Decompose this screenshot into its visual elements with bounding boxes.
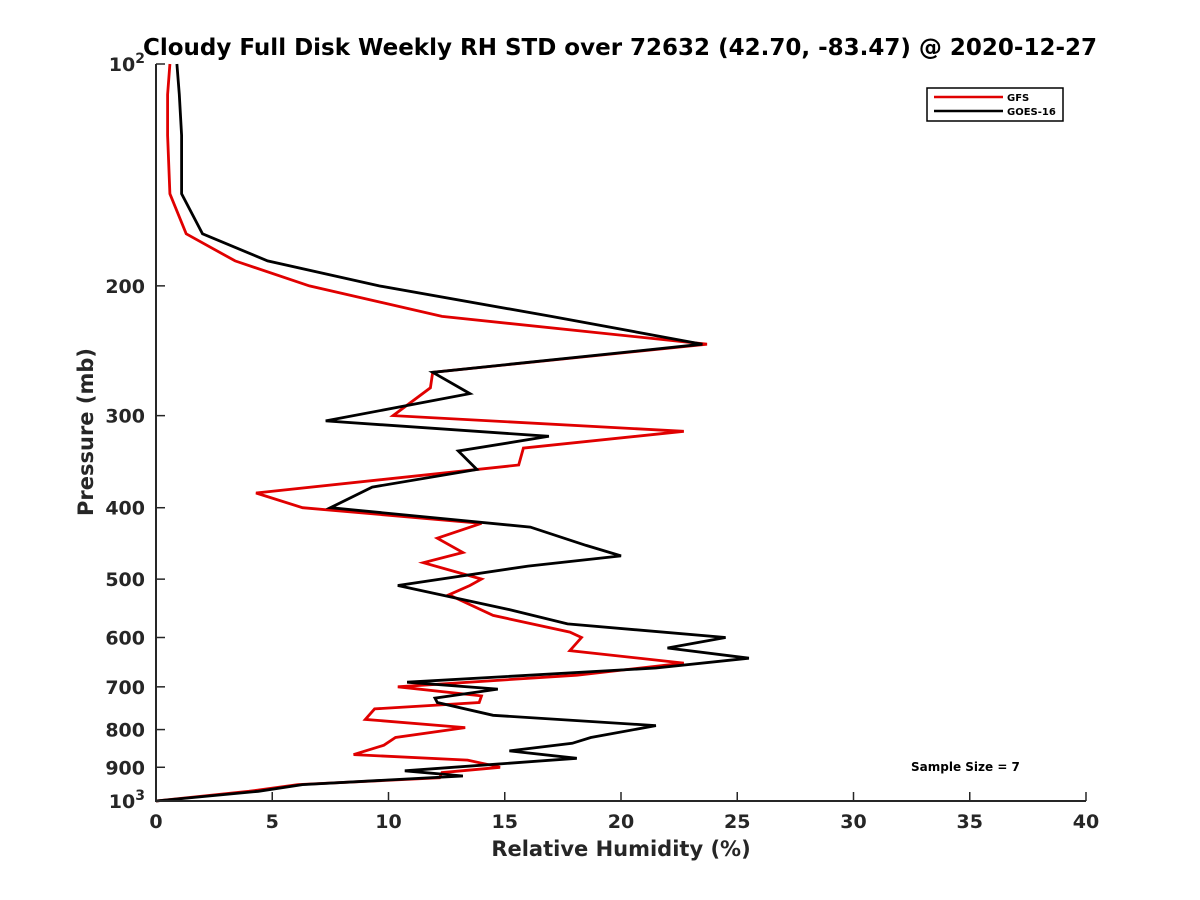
y-tick-label: 400: [105, 498, 145, 520]
legend-label-gfs: GFS: [1007, 93, 1029, 104]
plot-series: [155, 63, 750, 803]
axes: 0 5 10 15 20 25 30 35 40 102 200 300 400 500 600 700 80…: [105, 51, 1099, 833]
x-ticks: 0 5 10 15 20 25 30 35 40: [149, 792, 1099, 833]
y-ticks: 102 200 300 400 500 600 700 800 900 103: [105, 51, 165, 813]
y-tick-label: 300: [105, 406, 145, 428]
y-tick-label: 102: [109, 51, 145, 76]
y-tick-label: 500: [105, 569, 145, 591]
y-tick-label: 200: [105, 276, 145, 298]
x-tick-label: 30: [840, 811, 866, 833]
sample-size-annotation: Sample Size = 7: [911, 760, 1020, 774]
x-tick-label: 10: [375, 811, 401, 833]
x-tick-label: 15: [492, 811, 518, 833]
x-tick-label: 20: [608, 811, 634, 833]
x-tick-label: 25: [724, 811, 750, 833]
y-axis-label: Pressure (mb): [74, 348, 98, 516]
x-axis-label: Relative Humidity (%): [491, 837, 750, 861]
y-tick-label: 700: [105, 677, 145, 699]
x-tick-label: 0: [149, 811, 162, 833]
y-tick-label: 800: [105, 720, 145, 742]
chart-title: Cloudy Full Disk Weekly RH STD over 7263…: [143, 35, 1097, 61]
series-line-goes16: [155, 63, 750, 803]
x-tick-label: 5: [266, 811, 279, 833]
y-tick-label: 900: [105, 757, 145, 779]
legend: GFS GOES-16: [926, 87, 1064, 122]
legend-label-goes16: GOES-16: [1007, 107, 1056, 118]
y-tick-label: 600: [105, 627, 145, 649]
legend-box: [926, 87, 1064, 122]
y-tick-label: 103: [109, 788, 145, 813]
series-line-gfs: [155, 63, 708, 803]
x-tick-label: 40: [1073, 811, 1099, 833]
x-tick-label: 35: [957, 811, 983, 833]
